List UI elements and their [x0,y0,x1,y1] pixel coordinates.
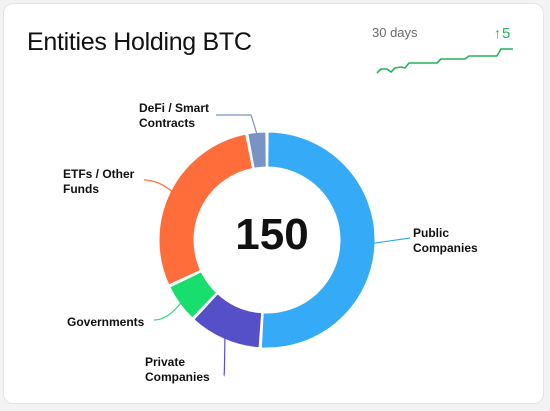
up-arrow-icon: ↑ [494,25,501,41]
label-public-companies: Public Companies [413,226,478,255]
label-governments: Governments [67,315,145,329]
slice-defi-smart-contracts[interactable] [247,131,267,169]
leader-line-governments [153,301,182,321]
leader-line-etfs-other-funds [143,179,173,193]
label-etfs-other-funds: ETFs / Other Funds [63,167,135,196]
change-value: 5 [502,25,511,42]
label-defi-smart-contracts: DeFi / Smart Contracts [139,101,210,130]
leader-line-public-companies [372,237,411,244]
sparkline-line [376,48,513,74]
slice-governments[interactable] [169,271,218,319]
leader-line-defi-smart-contracts [216,114,258,135]
period-label: 30 days [372,25,418,40]
entity-count: 150 [235,210,309,259]
slice-public-companies[interactable] [260,131,376,349]
slice-private-companies[interactable] [193,293,263,349]
label-private-companies: Private Companies [145,355,210,384]
widget-title: Entities Holding BTC [27,28,252,56]
leader-line-private-companies [223,337,226,377]
slice-etfs-other-funds[interactable] [158,133,254,286]
change-indicator: ↑5 [494,25,510,42]
